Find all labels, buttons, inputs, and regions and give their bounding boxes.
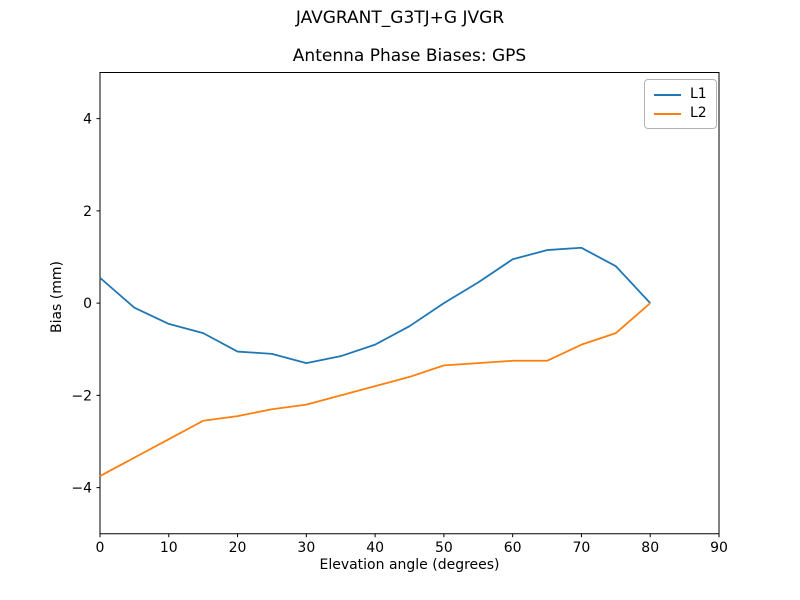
x-tick-label: 90 (710, 540, 728, 556)
x-tick-label: 10 (160, 540, 178, 556)
x-tick-label: 80 (641, 540, 659, 556)
x-tick-label: 20 (229, 540, 247, 556)
legend-label-l2: L2 (690, 105, 707, 121)
legend-line-sample-l1 (654, 93, 681, 96)
x-tick-label: 70 (573, 540, 591, 556)
x-axis-label: Elevation angle (degrees) (319, 557, 500, 573)
y-tick-label: 4 (83, 112, 92, 128)
figure-suptitle: JAVGRANT_G3TJ+G JVGR (295, 8, 505, 28)
legend-label-l1: L1 (690, 86, 707, 102)
x-tick-label: 0 (96, 540, 105, 556)
y-tick-label: 0 (83, 296, 92, 312)
legend-line-sample-l2 (654, 112, 681, 115)
y-tick-label: −2 (71, 388, 92, 404)
x-tick-label: 60 (504, 540, 522, 556)
legend-item-l1: L1 (654, 85, 707, 104)
axes-title: Antenna Phase Biases: GPS (292, 46, 527, 66)
x-tick-label: 30 (297, 540, 315, 556)
series-line-l1 (99, 246, 651, 364)
x-tick-label: 50 (435, 540, 453, 556)
x-tick-label: 40 (366, 540, 384, 556)
series-line-l2 (99, 302, 651, 477)
legend-item-l2: L2 (654, 104, 707, 123)
axes-spines (99, 72, 720, 535)
legend: L1 L2 (644, 79, 717, 129)
y-tick-label: 2 (83, 204, 92, 220)
y-tick-label: −4 (71, 481, 92, 497)
